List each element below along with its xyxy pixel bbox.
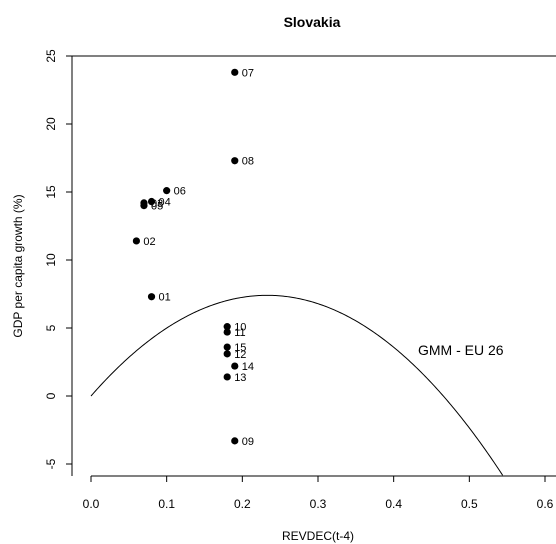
x-tick-label: 0.3: [310, 497, 327, 511]
x-ticks: 0.0 0.1 0.2 0.3 0.4 0.5 0.6: [83, 476, 554, 511]
data-point: [132, 237, 140, 245]
data-point: [163, 187, 171, 195]
x-tick-label: 0.2: [234, 497, 251, 511]
data-points: [132, 68, 239, 445]
x-tick-label: 0.0: [83, 497, 100, 511]
data-point: [147, 197, 156, 206]
data-point-label: 02: [143, 236, 155, 248]
data-point-label: 06: [174, 186, 186, 198]
data-point: [223, 373, 231, 381]
data-point: [231, 362, 239, 370]
y-tick-label: 25: [44, 49, 58, 63]
data-point-label: 15: [234, 342, 246, 354]
x-tick-label: 0.1: [158, 497, 175, 511]
y-tick-label: 20: [44, 117, 58, 131]
data-point-label: 04: [159, 197, 171, 209]
x-axis-label: REVDEC(t-4): [282, 529, 354, 543]
data-point-label: 03: [151, 198, 163, 210]
data-point: [223, 328, 231, 336]
data-point-label: 05: [151, 201, 163, 213]
data-point: [223, 350, 231, 358]
y-tick-label: 0: [44, 392, 58, 399]
x-tick-label: 0.4: [385, 497, 402, 511]
data-point-label: 13: [234, 372, 246, 384]
y-tick-label: 15: [44, 185, 58, 199]
gmm-fit-curve: [90, 294, 504, 476]
data-point-label: 11: [234, 327, 245, 339]
data-point: [140, 202, 148, 210]
data-point-label: 08: [242, 156, 254, 168]
data-point-label: 14: [242, 361, 254, 373]
data-point: [223, 323, 231, 331]
x-tick-label: 0.6: [537, 497, 554, 511]
data-point-label: 10: [234, 322, 246, 334]
data-point-label: 01: [159, 292, 171, 304]
y-ticks: -5 0 5 10 15 20 25: [44, 49, 72, 469]
data-point-label: 07: [242, 67, 254, 79]
y-tick-label: 5: [44, 324, 58, 331]
data-point: [147, 293, 156, 301]
chart-title: Slovakia: [284, 14, 341, 30]
y-tick-label: -5: [44, 458, 58, 469]
curve-label: GMM - EU 26: [418, 342, 504, 358]
data-point: [231, 437, 239, 445]
y-axis-label: GDP per capita growth (%): [11, 194, 25, 337]
data-point: [223, 343, 231, 351]
data-point: [231, 157, 239, 165]
x-tick-label: 0.5: [461, 497, 478, 511]
data-point: [231, 68, 239, 76]
y-tick-label: 10: [44, 253, 58, 267]
data-point-label: 12: [234, 349, 246, 361]
data-point-label: 09: [242, 436, 254, 448]
